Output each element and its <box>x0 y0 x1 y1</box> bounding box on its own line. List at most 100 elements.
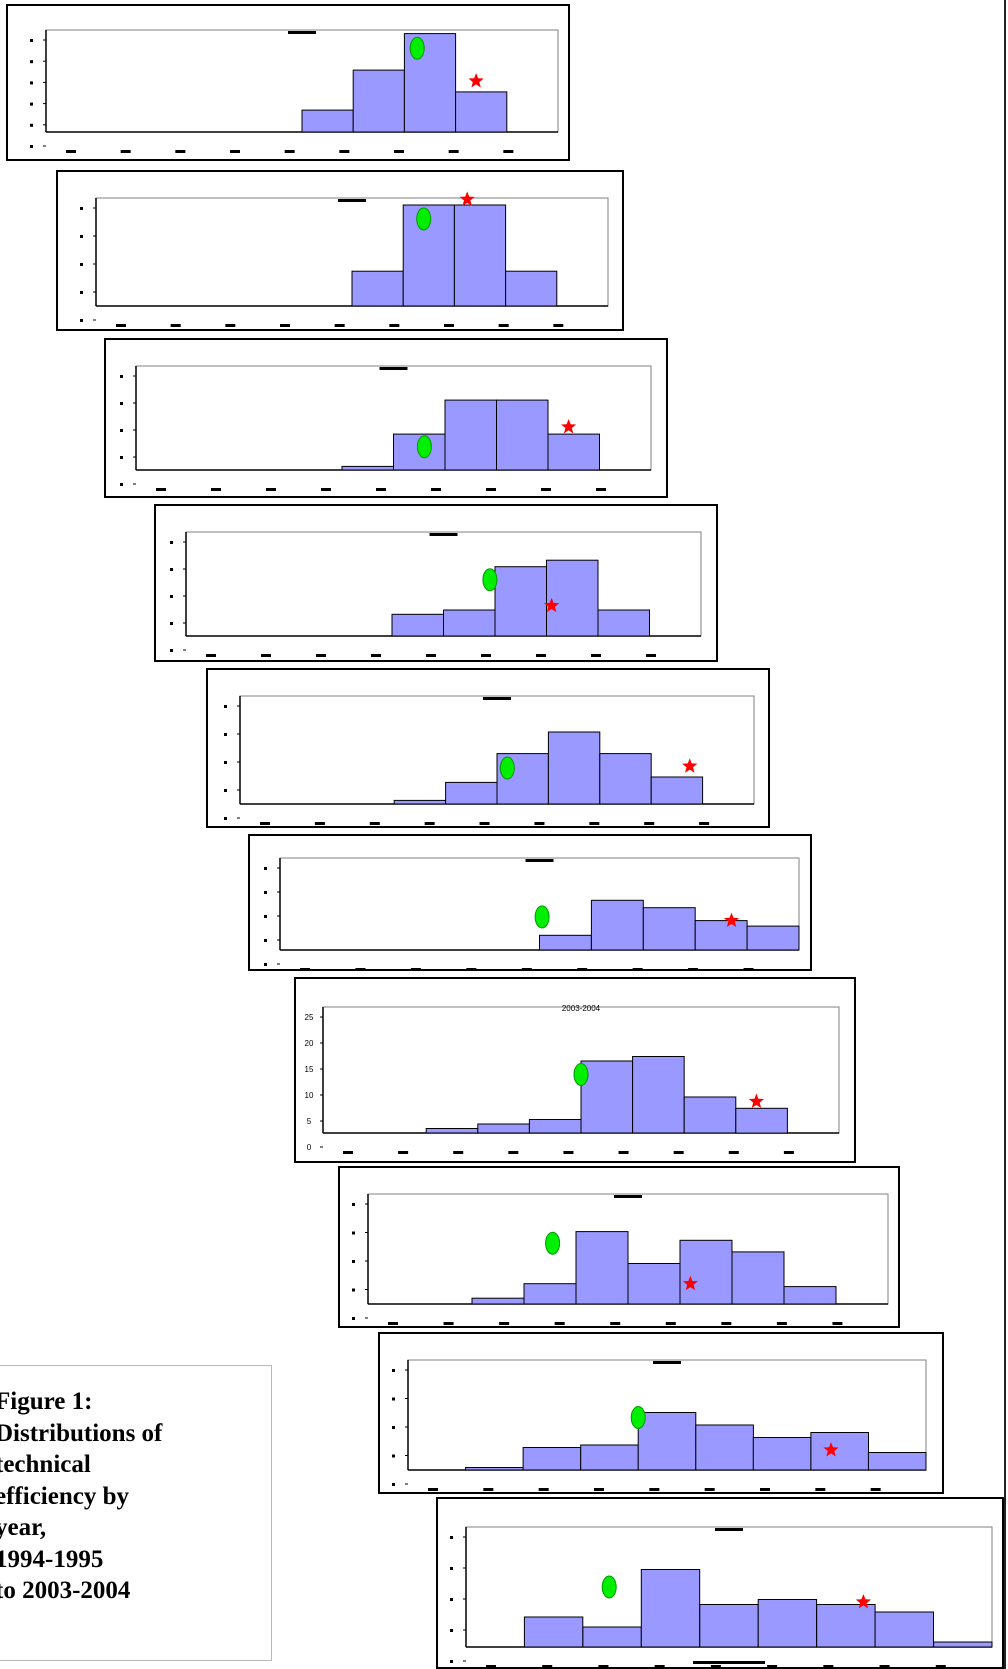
y-tick-glyph <box>170 541 173 544</box>
x-tick-glyph <box>508 1151 519 1154</box>
histogram-bar <box>640 1569 701 1648</box>
x-axis-label-glyph <box>693 1661 765 1664</box>
x-tick-glyph <box>369 822 380 825</box>
green-ellipse-marker <box>601 1575 617 1599</box>
histogram-bar <box>632 1056 685 1134</box>
y-tick-glyph <box>120 456 123 459</box>
y-tick-glyph <box>30 102 33 106</box>
histogram-bar <box>642 907 696 951</box>
x-tick-glyph <box>211 488 221 491</box>
chart-title-glyph <box>525 859 554 862</box>
histogram-svg-6 <box>264 857 800 969</box>
y-tick-glyph <box>392 1397 395 1401</box>
red-star-marker <box>561 419 577 434</box>
histogram-bar <box>580 1444 639 1471</box>
page-right-rule <box>1004 0 1006 1669</box>
y-tick-glyph <box>392 1426 395 1429</box>
y-tick-glyph <box>352 1231 355 1235</box>
x-tick-glyph <box>448 150 459 153</box>
chart-title: 2003-2004 <box>562 1004 601 1013</box>
green-ellipse-marker <box>534 905 550 929</box>
y-tick-glyph <box>450 1536 453 1539</box>
x-tick-glyph <box>355 968 366 969</box>
y-tick-glyph <box>30 60 33 64</box>
histogram-bar <box>650 776 704 805</box>
x-tick-glyph <box>589 822 600 825</box>
x-tick-glyph <box>832 1322 843 1325</box>
x-tick-glyph <box>343 1151 353 1154</box>
x-tick-glyph <box>170 324 181 327</box>
green-ellipse-marker <box>416 435 432 459</box>
histogram-bar <box>444 399 497 471</box>
y-tick-label: 10 <box>305 1091 314 1100</box>
histogram-bar <box>547 731 601 805</box>
x-tick-glyph <box>699 822 710 825</box>
y-tick-glyph <box>352 1317 355 1320</box>
histogram-svg-7: 25 20 15 10 5 0 2003-2004 <box>305 1004 840 1154</box>
x-tick-glyph <box>776 1322 787 1325</box>
red-star-marker <box>823 1442 839 1457</box>
chart-title-glyph <box>653 1361 681 1364</box>
x-tick-glyph <box>388 1322 398 1325</box>
y-tick-glyph <box>450 1598 453 1601</box>
x-tick-glyph <box>541 488 551 491</box>
x-tick-glyph <box>815 1488 826 1491</box>
x-tick-glyph <box>486 488 496 491</box>
x-tick-glyph <box>466 968 477 969</box>
histogram-bar <box>465 1467 524 1471</box>
histogram-bar <box>816 1604 876 1648</box>
green-ellipse-marker <box>409 36 425 60</box>
y-tick-glyph <box>392 1454 395 1458</box>
y-tick-glyph <box>170 595 173 598</box>
histogram-bar <box>352 69 405 133</box>
histogram-svg-4 <box>170 531 702 657</box>
histogram-bar <box>590 899 644 951</box>
x-tick-glyph <box>300 968 310 969</box>
x-tick-glyph <box>481 654 491 657</box>
chart-title-glyph <box>483 697 511 700</box>
y-tick-glyph <box>264 915 267 918</box>
y-tick-glyph <box>264 939 267 942</box>
y-tick-glyph <box>170 649 173 652</box>
x-tick-glyph <box>339 150 350 153</box>
chart-title-glyph <box>379 367 408 370</box>
y-tick-glyph <box>120 375 123 378</box>
x-tick-glyph <box>314 822 325 825</box>
x-tick-glyph <box>426 654 436 657</box>
x-tick-glyph <box>499 1322 510 1325</box>
x-tick-glyph <box>632 968 643 969</box>
x-tick-glyph <box>280 324 290 327</box>
y-tick-glyph <box>30 81 33 85</box>
y-tick-glyph <box>120 402 123 405</box>
x-tick-glyph <box>206 654 216 657</box>
x-tick-glyph <box>398 1151 409 1154</box>
histogram-bar <box>783 1286 837 1305</box>
histogram-bar <box>523 1283 577 1305</box>
x-tick-glyph <box>710 1665 721 1667</box>
histogram-bar <box>453 204 507 307</box>
x-tick-glyph <box>394 150 404 153</box>
green-ellipse-marker <box>499 756 515 780</box>
y-tick-glyph <box>450 1567 453 1570</box>
x-tick-glyph <box>483 1488 494 1491</box>
histogram-bar <box>575 1231 629 1305</box>
x-tick-glyph <box>935 1665 946 1667</box>
histogram-bar <box>477 1123 530 1134</box>
histogram-bar <box>425 1128 479 1134</box>
x-tick-glyph <box>673 1151 684 1154</box>
x-tick-glyph <box>503 150 514 153</box>
histogram-panel-10 <box>436 1497 1004 1669</box>
chart-title-glyph <box>614 1195 642 1198</box>
red-star-marker <box>855 1594 871 1609</box>
histogram-panel-4 <box>154 504 718 662</box>
x-tick-glyph <box>870 1488 881 1491</box>
histogram-svg-8 <box>352 1193 889 1325</box>
y-tick-glyph <box>352 1260 355 1263</box>
histogram-bar <box>752 1437 812 1471</box>
x-tick-glyph <box>156 488 166 491</box>
x-tick-glyph <box>598 1665 609 1667</box>
red-star-marker <box>748 1093 764 1108</box>
x-tick-glyph <box>316 654 326 657</box>
y-tick-glyph <box>80 319 83 322</box>
y-tick-glyph <box>170 622 173 625</box>
